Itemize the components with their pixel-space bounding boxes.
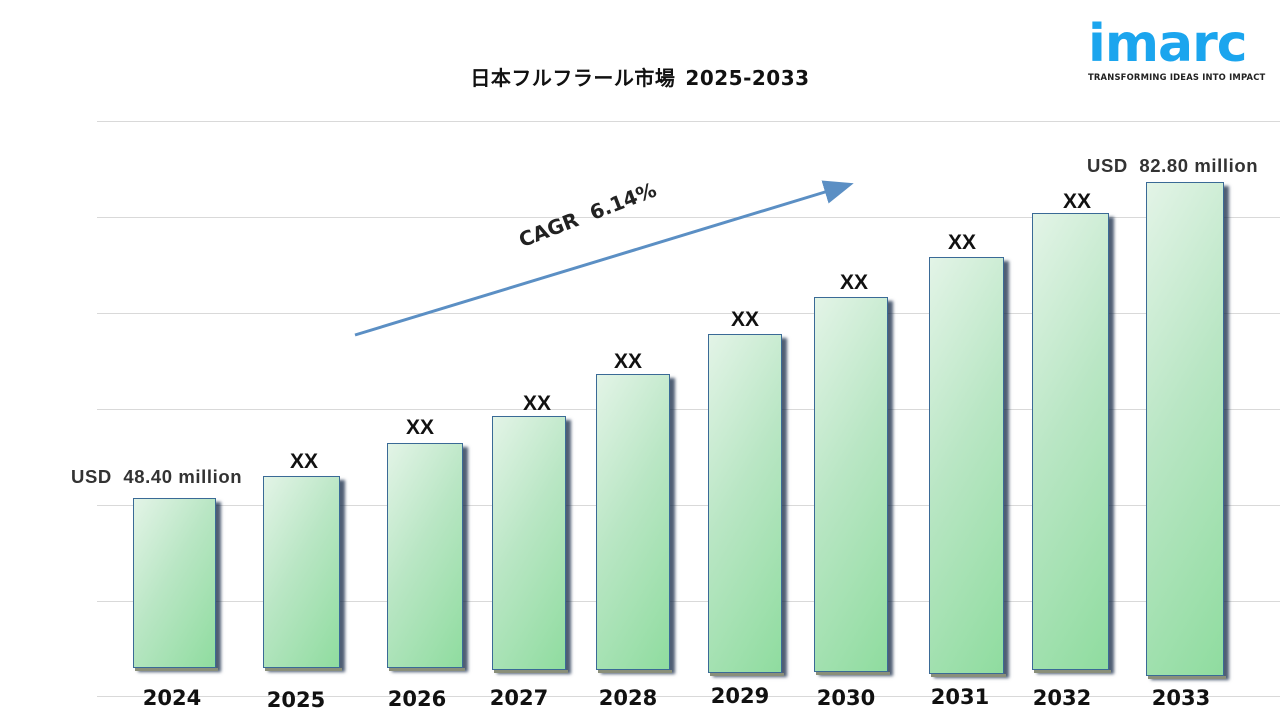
imarc-logo: imarc TRANSFORMING IDEAS INTO IMPACT (1088, 18, 1268, 82)
x-axis-label: 2027 (489, 686, 549, 710)
gridline (97, 505, 1280, 506)
bar-2031 (929, 257, 1006, 677)
x-axis-label: 2031 (930, 685, 990, 709)
bar-2026 (387, 443, 465, 671)
end-value-label: USD 82.80 million (1087, 155, 1259, 176)
x-axis-label: 2024 (142, 686, 202, 710)
x-axis-label: 2032 (1032, 686, 1092, 710)
logo-wordmark: imarc (1088, 14, 1248, 74)
bar-value-label: XX (730, 308, 759, 331)
gridline (97, 601, 1280, 602)
logo-tagline: TRANSFORMING IDEAS INTO IMPACT (1088, 72, 1266, 82)
bar-2032 (1032, 213, 1111, 673)
gridline (97, 409, 1280, 410)
cagr-label: CAGR 6.14% (515, 177, 660, 252)
bar-2029 (708, 334, 784, 676)
bar-2027 (492, 416, 568, 673)
gridline (97, 121, 1280, 122)
chart-title: 日本フルフラール市場 2025-2033 (0, 62, 1280, 91)
gridline (97, 696, 1280, 697)
bar-2030 (814, 297, 890, 675)
bar-value-label: XX (947, 231, 976, 254)
x-axis-label: 2030 (816, 686, 876, 710)
bar-value-label: XX (1062, 190, 1091, 213)
x-axis-label: 2029 (710, 684, 770, 708)
bar-value-label: XX (289, 450, 318, 473)
x-axis-label: 2026 (387, 687, 447, 711)
bar-value-label: XX (613, 350, 642, 373)
start-value-label: USD 48.40 million (71, 466, 243, 487)
bar-2025 (263, 476, 342, 671)
bar-value-label: XX (839, 271, 868, 294)
x-axis-label: 2033 (1151, 686, 1211, 710)
bar-2028 (596, 374, 672, 673)
bar-2033 (1146, 182, 1226, 679)
title-japanese: 日本フルフラール市場 (470, 66, 676, 90)
x-axis-label: 2028 (598, 686, 658, 710)
bar-value-label: XX (522, 392, 551, 415)
title-years: 2025-2033 (685, 66, 810, 90)
x-axis-label: 2025 (266, 688, 326, 712)
bar-2024 (133, 498, 218, 671)
bar-value-label: XX (405, 416, 434, 439)
